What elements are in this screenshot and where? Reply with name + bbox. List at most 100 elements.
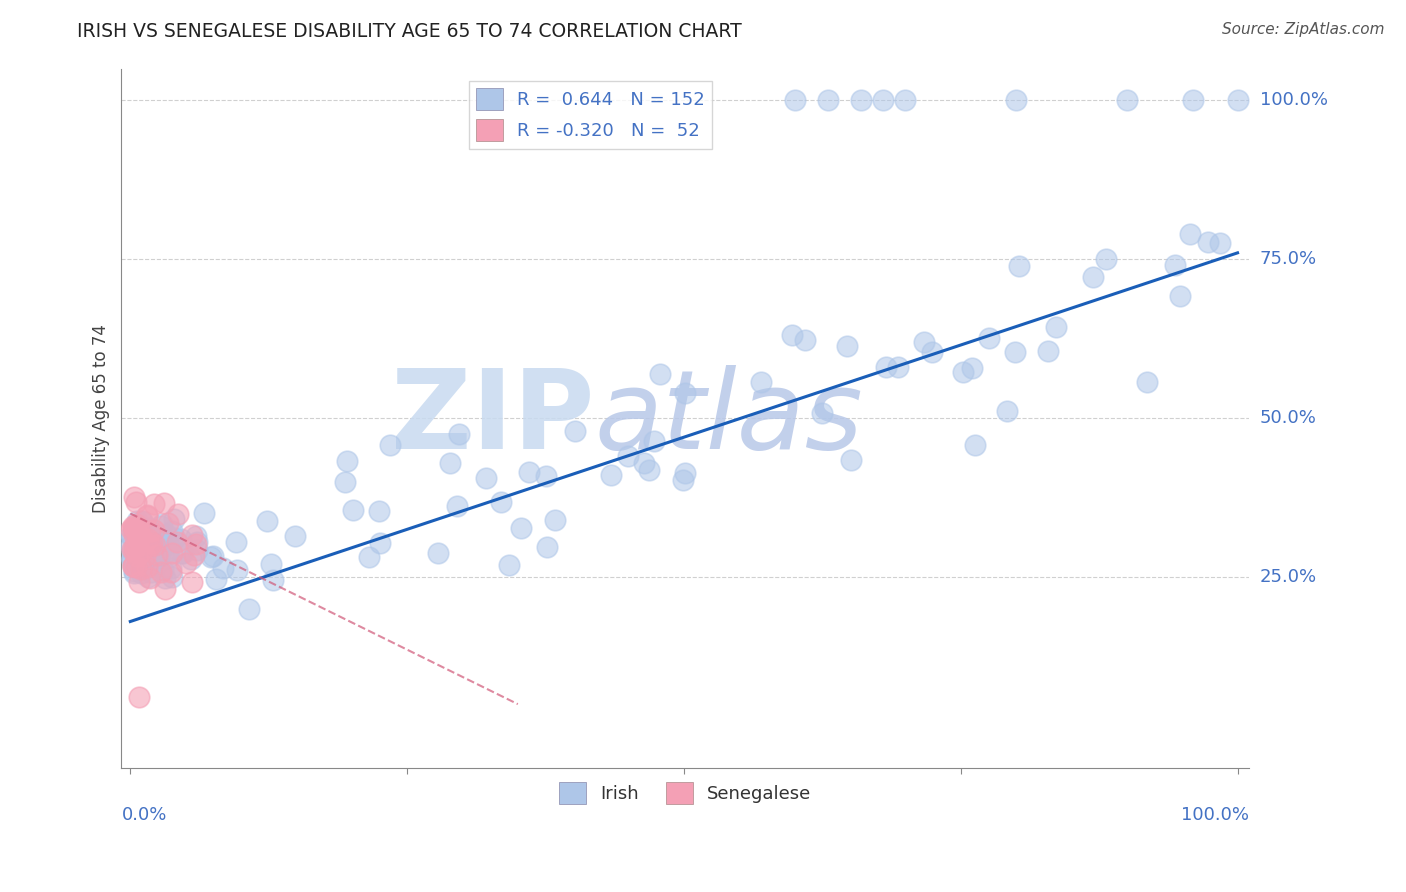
- Point: [783, 93, 806, 107]
- Point: [132, 524, 155, 539]
- Point: [160, 534, 183, 549]
- Point: [165, 531, 187, 545]
- Text: Source: ZipAtlas.com: Source: ZipAtlas.com: [1222, 22, 1385, 37]
- Point: [139, 547, 162, 561]
- Point: [131, 545, 153, 559]
- Point: [124, 522, 146, 536]
- Point: [794, 333, 817, 347]
- Point: [139, 539, 162, 553]
- Point: [172, 546, 194, 560]
- Point: [817, 93, 839, 107]
- Point: [136, 554, 159, 568]
- Point: [134, 526, 156, 541]
- Point: [193, 506, 215, 520]
- Point: [139, 571, 162, 585]
- Point: [181, 575, 204, 590]
- Point: [149, 548, 172, 562]
- Point: [1197, 235, 1219, 249]
- Point: [131, 514, 153, 528]
- Point: [156, 535, 179, 549]
- Point: [139, 565, 162, 579]
- Text: IRISH VS SENEGALESE DISABILITY AGE 65 TO 74 CORRELATION CHART: IRISH VS SENEGALESE DISABILITY AGE 65 TO…: [77, 22, 742, 41]
- Point: [127, 559, 149, 574]
- Point: [139, 533, 162, 548]
- Point: [510, 521, 533, 535]
- Point: [979, 331, 1001, 345]
- Point: [186, 535, 208, 549]
- Point: [135, 556, 157, 570]
- Point: [673, 385, 696, 400]
- Point: [359, 549, 381, 564]
- Point: [427, 546, 450, 560]
- Point: [1115, 93, 1137, 107]
- Point: [132, 533, 155, 547]
- Point: [122, 520, 145, 534]
- Point: [238, 602, 260, 616]
- Point: [159, 561, 181, 575]
- Point: [163, 512, 186, 526]
- Text: 25.0%: 25.0%: [1260, 568, 1317, 586]
- Text: 75.0%: 75.0%: [1260, 251, 1317, 268]
- Point: [139, 540, 162, 554]
- Point: [135, 537, 157, 551]
- Point: [153, 570, 176, 584]
- Point: [129, 566, 152, 581]
- Point: [127, 555, 149, 569]
- Point: [128, 529, 150, 543]
- Point: [157, 550, 180, 565]
- Point: [136, 531, 159, 545]
- Point: [152, 496, 174, 510]
- Point: [1081, 269, 1104, 284]
- Point: [1095, 252, 1118, 267]
- Point: [1136, 375, 1159, 389]
- Point: [186, 542, 208, 557]
- Point: [129, 529, 152, 543]
- Point: [1168, 289, 1191, 303]
- Point: [128, 575, 150, 590]
- Point: [181, 527, 204, 541]
- Point: [633, 456, 655, 470]
- Point: [1208, 235, 1230, 250]
- Point: [121, 544, 143, 558]
- Point: [180, 552, 202, 566]
- Point: [139, 524, 162, 539]
- Point: [491, 494, 513, 508]
- Point: [122, 544, 145, 558]
- Point: [134, 542, 156, 557]
- Point: [170, 546, 193, 560]
- Point: [333, 475, 356, 490]
- Point: [134, 549, 156, 563]
- Point: [212, 561, 235, 575]
- Legend: Irish, Senegalese: Irish, Senegalese: [551, 774, 818, 811]
- Point: [1004, 344, 1026, 359]
- Point: [122, 566, 145, 580]
- Point: [142, 523, 165, 537]
- Point: [150, 535, 173, 549]
- Point: [146, 548, 169, 562]
- Point: [336, 453, 359, 467]
- Point: [202, 549, 225, 563]
- Point: [673, 466, 696, 480]
- Point: [156, 544, 179, 558]
- Point: [131, 562, 153, 576]
- Point: [125, 552, 148, 566]
- Point: [124, 541, 146, 555]
- Point: [134, 549, 156, 564]
- Point: [174, 556, 197, 570]
- Text: 50.0%: 50.0%: [1260, 409, 1316, 427]
- Point: [1038, 344, 1060, 359]
- Point: [155, 539, 177, 553]
- Point: [952, 365, 974, 379]
- Point: [835, 339, 858, 353]
- Point: [157, 516, 180, 531]
- Point: [125, 495, 148, 509]
- Point: [128, 548, 150, 562]
- Point: [616, 449, 638, 463]
- Point: [138, 521, 160, 535]
- Point: [121, 541, 143, 556]
- Point: [534, 468, 557, 483]
- Point: [124, 537, 146, 551]
- Point: [780, 327, 803, 342]
- Text: ZIP: ZIP: [391, 365, 595, 472]
- Point: [136, 551, 159, 566]
